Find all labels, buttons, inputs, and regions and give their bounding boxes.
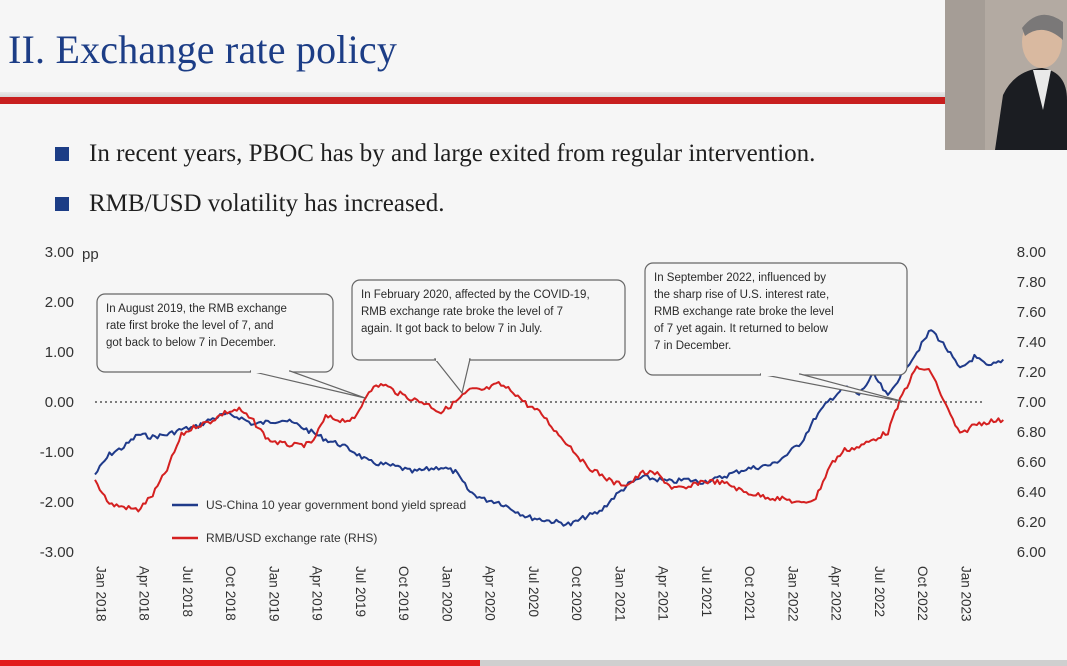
annotation-text-line: of 7 yet again. It returned to below — [654, 323, 829, 335]
annotation-callout-joint — [761, 373, 799, 376]
bullet-item: RMB/USD volatility has increased. — [55, 190, 445, 218]
bullet-square-icon — [55, 197, 69, 211]
x-axis-tick-label: Apr 2022 — [829, 566, 844, 621]
x-axis-tick-label: Jan 2023 — [958, 566, 973, 622]
right-axis-tick-label: 6.80 — [1017, 424, 1046, 441]
right-axis-tick-label: 6.20 — [1017, 514, 1046, 531]
right-axis-tick-label: 7.00 — [1017, 394, 1046, 411]
chart: 3.00 2.00 1.00 0.00 -1.00 -2.00 -3.00 8.00 7.80… — [40, 244, 1046, 622]
x-axis-tick-label: Oct 2018 — [223, 566, 238, 621]
speaker-silhouette-icon — [945, 0, 1067, 150]
bullet-text: RMB/USD volatility has increased. — [89, 190, 445, 217]
x-axis-tick-label: Apr 2020 — [483, 566, 498, 621]
right-axis-tick-label: 7.20 — [1017, 364, 1046, 381]
right-axis-tick-label: 7.40 — [1017, 334, 1046, 351]
bullet-text: In recent years, PBOC has by and large e… — [89, 140, 816, 167]
x-axis-tick-label: Jul 2022 — [872, 566, 887, 617]
x-axis-tick-label: Jul 2018 — [180, 566, 195, 617]
annotation-callout-pointer — [249, 370, 366, 399]
x-axis-tick-label: Apr 2018 — [137, 566, 152, 621]
annotation-callout-box — [351, 279, 626, 361]
annotation-callout-joint — [251, 370, 289, 373]
annotation-text-line: In September 2022, influenced by — [654, 272, 826, 284]
annotation-text-line: In August 2019, the RMB exchange — [106, 303, 287, 315]
left-axis-tick-label: 2.00 — [45, 294, 74, 311]
annotation-text-line: RMB exchange rate broke the level — [654, 306, 834, 318]
x-axis-tick-label: Apr 2019 — [310, 566, 325, 621]
right-axis-tick-label: 7.60 — [1017, 304, 1046, 321]
annotation-text-line: 7 in December. — [654, 340, 731, 352]
x-axis-tick-label: Oct 2020 — [569, 566, 584, 621]
annotation-text-line: rate first broke the level of 7, and — [106, 320, 273, 332]
right-axis-tick-label: 6.00 — [1017, 544, 1046, 561]
annotation-text-line: again. It got back to below 7 in July. — [361, 323, 542, 335]
left-axis-tick-label: 3.00 — [45, 244, 74, 261]
left-axis-tick-label: -3.00 — [40, 544, 74, 561]
title-rule — [0, 97, 945, 104]
right-axis-tick-label: 6.60 — [1017, 454, 1046, 471]
x-axis-tick-label: Jan 2018 — [93, 566, 108, 622]
title-rule-shadow — [0, 92, 945, 97]
left-axis-tick-label: -2.00 — [40, 494, 74, 511]
x-axis-tick-label: Jul 2020 — [526, 566, 541, 617]
annotation-callout-box — [96, 293, 334, 373]
x-axis-tick-label: Apr 2021 — [656, 566, 671, 621]
left-axis-tick-label: 1.00 — [45, 344, 74, 361]
annotation-text-line: In February 2020, affected by the COVID-… — [361, 289, 590, 301]
right-axis-tick-label: 7.80 — [1017, 274, 1046, 291]
bullet-item: In recent years, PBOC has by and large e… — [55, 140, 815, 168]
x-axis-tick-label: Jan 2019 — [266, 566, 281, 622]
annotation-text-line: RMB exchange rate broke the level of 7 — [361, 306, 563, 318]
x-axis-tick-label: Jan 2022 — [785, 566, 800, 622]
annotation-text-line: the sharp rise of U.S. interest rate, — [654, 289, 829, 301]
annotation-callout-pointer — [433, 358, 471, 395]
slide-title: II. Exchange rate policy — [8, 27, 398, 72]
legend-label: RMB/USD exchange rate (RHS) — [206, 531, 377, 545]
x-axis-tick-label: Oct 2022 — [915, 566, 930, 621]
x-axis-tick-label: Jul 2019 — [353, 566, 368, 617]
annotation-text-line: got back to below 7 in December. — [106, 337, 276, 349]
x-axis-tick-label: Jan 2021 — [612, 566, 627, 622]
left-axis-unit-label: pp — [82, 246, 99, 263]
left-axis-tick-label: -1.00 — [40, 444, 74, 461]
video-progress-track[interactable] — [480, 660, 1067, 666]
left-axis-tick-label: 0.00 — [45, 394, 74, 411]
x-axis-tick-label: Oct 2021 — [742, 566, 757, 621]
x-axis-tick-label: Jul 2021 — [699, 566, 714, 617]
exchange-rate-series-line — [94, 365, 1004, 513]
annotation-callout-joint — [436, 358, 469, 361]
right-axis-tick-label: 8.00 — [1017, 244, 1046, 261]
right-axis-tick-label: 6.40 — [1017, 484, 1046, 501]
video-progress-bar[interactable] — [0, 660, 480, 666]
x-axis-tick-label: Jan 2020 — [439, 566, 454, 622]
legend-label: US-China 10 year government bond yield s… — [206, 498, 466, 512]
bullet-square-icon — [55, 147, 69, 161]
x-axis-tick-label: Oct 2019 — [396, 566, 411, 621]
speaker-video-thumbnail — [945, 0, 1067, 150]
